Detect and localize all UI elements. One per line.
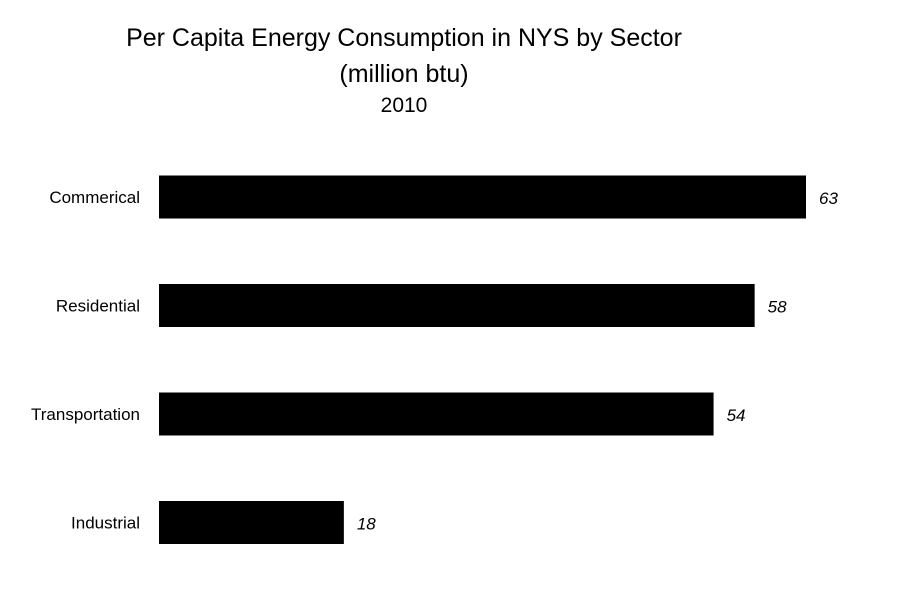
category-label-industrial: Industrial (71, 514, 140, 533)
chart-title: Per Capita Energy Consumption in NYS by … (126, 24, 682, 52)
bar-commerical (159, 175, 806, 219)
value-label-industrial: 18 (357, 515, 376, 534)
chart-year: 2010 (380, 94, 428, 117)
category-label-residential: Residential (56, 297, 140, 316)
value-label-residential: 58 (768, 298, 787, 317)
bar-residential (159, 284, 755, 327)
chart-subtitle: (million btu) (339, 60, 469, 88)
value-label-transportation: 54 (727, 406, 746, 425)
bar-transportation (159, 392, 714, 436)
category-label-commerical: Commerical (49, 188, 140, 207)
bar-industrial (159, 501, 344, 544)
category-label-transportation: Transportation (31, 405, 140, 424)
value-label-commerical: 63 (819, 189, 838, 208)
